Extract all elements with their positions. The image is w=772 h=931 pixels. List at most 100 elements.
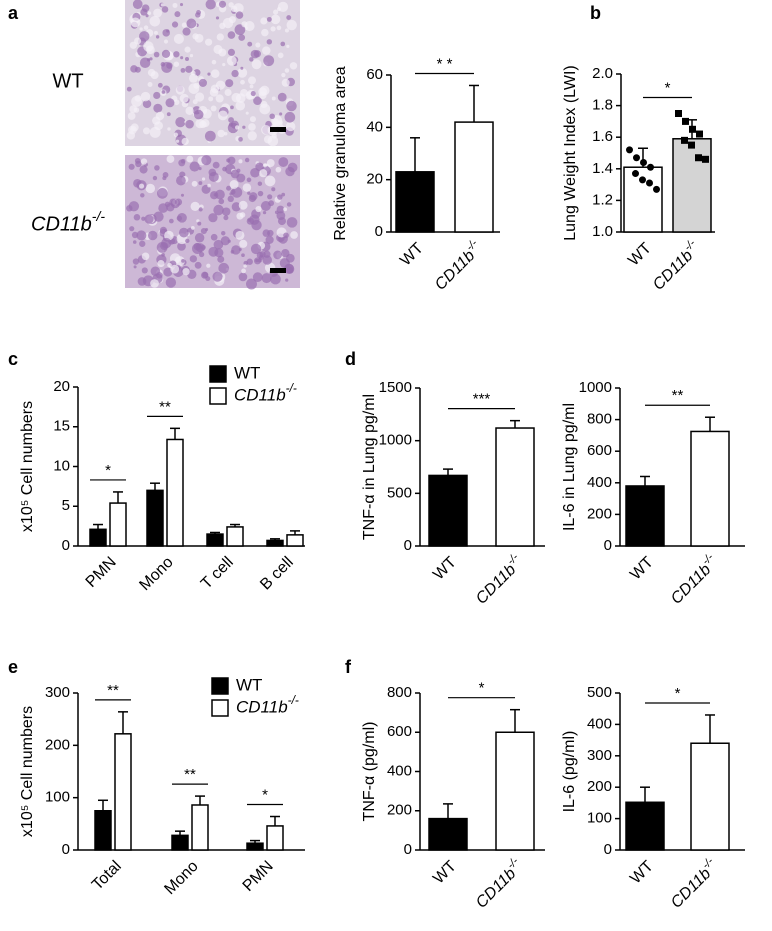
texture — [128, 201, 140, 212]
texture — [231, 245, 241, 255]
texture — [228, 117, 234, 123]
texture — [271, 187, 276, 192]
texture — [145, 183, 156, 194]
bar — [672, 138, 712, 233]
texture — [257, 181, 263, 186]
texture — [142, 99, 152, 109]
texture — [208, 213, 218, 223]
texture — [189, 255, 197, 263]
texture — [213, 204, 224, 216]
texture — [247, 191, 251, 195]
texture — [185, 119, 194, 129]
texture — [261, 124, 271, 135]
texture — [207, 72, 211, 76]
texture — [275, 166, 282, 173]
texture — [128, 163, 135, 170]
texture — [154, 121, 163, 131]
texture — [281, 72, 286, 78]
texture — [196, 219, 200, 223]
texture — [261, 273, 272, 284]
texture — [230, 105, 234, 110]
texture — [231, 186, 243, 198]
texture — [279, 112, 283, 116]
texture — [259, 169, 268, 178]
data-point — [682, 117, 689, 125]
texture — [147, 82, 153, 87]
texture — [157, 82, 163, 88]
texture — [155, 272, 163, 279]
texture — [140, 158, 148, 165]
texture — [289, 62, 298, 70]
texture — [161, 253, 165, 257]
texture — [238, 34, 246, 41]
bar — [495, 731, 535, 851]
texture — [226, 55, 237, 66]
legend-swatch — [209, 387, 227, 405]
bar — [206, 533, 224, 547]
texture — [150, 71, 159, 80]
significance-label: * — [675, 685, 681, 702]
significance-label: ** — [107, 682, 119, 699]
texture — [133, 213, 141, 221]
texture — [205, 0, 216, 10]
texture — [247, 41, 253, 47]
texture — [161, 90, 166, 94]
y-tick-label: 500 — [587, 684, 612, 701]
texture — [263, 55, 275, 67]
texture — [217, 129, 225, 138]
texture — [134, 37, 142, 45]
texture — [246, 177, 252, 183]
texture — [255, 162, 264, 172]
texture — [249, 116, 256, 123]
texture — [169, 198, 177, 206]
texture — [274, 210, 279, 215]
y-tick-label: 600 — [387, 723, 412, 740]
texture — [204, 130, 216, 142]
significance-label: * — [665, 79, 671, 96]
texture — [264, 175, 276, 187]
texture — [240, 79, 245, 85]
texture — [278, 120, 283, 125]
y-tick-label: 800 — [387, 684, 412, 701]
texture — [276, 7, 282, 12]
texture — [167, 262, 172, 268]
texture — [255, 42, 261, 48]
y-tick-label: 400 — [587, 715, 612, 732]
texture — [205, 38, 213, 46]
texture — [172, 2, 178, 8]
texture — [180, 193, 184, 197]
texture — [243, 264, 247, 268]
texture — [139, 240, 146, 247]
y-tick-label: 1500 — [379, 379, 412, 396]
texture — [174, 256, 185, 267]
texture — [165, 277, 177, 288]
y-tick-label: 200 — [587, 505, 612, 522]
texture — [270, 26, 276, 32]
y-tick-label: 600 — [587, 442, 612, 459]
y-tick-label: 1.0 — [592, 223, 613, 240]
texture — [221, 231, 226, 236]
texture — [259, 85, 270, 96]
y-tick-label: 1.2 — [592, 191, 613, 208]
texture — [149, 15, 161, 27]
texture — [167, 127, 171, 131]
texture — [210, 69, 220, 78]
y-tick-label: 0 — [604, 537, 612, 554]
texture — [238, 159, 243, 164]
significance-label: * — [105, 462, 111, 479]
texture — [181, 22, 188, 28]
bar — [114, 733, 132, 851]
texture — [277, 217, 286, 226]
texture — [152, 175, 158, 181]
texture — [137, 277, 147, 286]
y-tick-label: 200 — [45, 736, 70, 753]
data-point — [633, 154, 640, 162]
texture — [178, 227, 189, 238]
texture — [263, 135, 273, 144]
texture — [166, 112, 171, 117]
texture — [241, 268, 246, 274]
legend-swatch — [211, 677, 229, 695]
texture — [229, 180, 239, 189]
bar — [690, 430, 730, 547]
texture — [231, 202, 241, 212]
